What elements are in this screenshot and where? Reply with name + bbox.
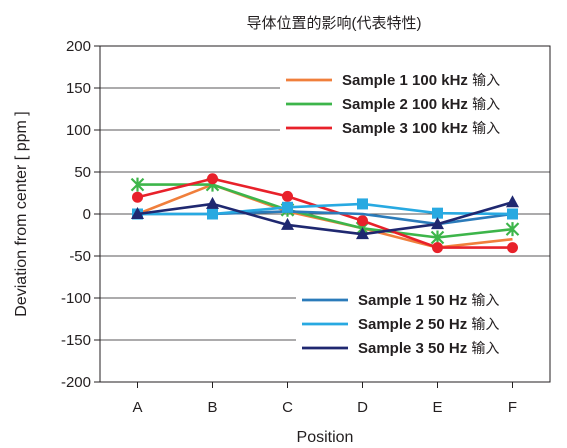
x-tick-label: E <box>432 399 442 416</box>
legend-item: Sample 3 50 Hz 输入 <box>302 340 499 357</box>
data-point <box>207 208 218 220</box>
y-tick-label: 0 <box>83 206 91 223</box>
series-1 <box>137 183 513 249</box>
series-line <box>137 177 513 249</box>
y-tick-label: -200 <box>61 374 91 391</box>
chart-title: 导体位置的影响(代表特性) <box>247 15 422 32</box>
legend-series-name: Sample 3 50 Hz <box>358 340 471 357</box>
data-point <box>432 207 443 219</box>
data-point <box>130 177 145 192</box>
legend-label: Sample 3 100 kHz 输入 <box>342 120 500 137</box>
legend-suffix: 输入 <box>472 96 500 112</box>
data-point <box>281 217 294 230</box>
series-line <box>137 200 513 236</box>
data-point <box>207 173 218 185</box>
legend-series-name: Sample 2 50 Hz <box>358 316 471 333</box>
series-line <box>137 202 513 216</box>
series-2 <box>130 177 520 245</box>
series-6 <box>131 195 519 240</box>
legend-item: Sample 2 50 Hz 输入 <box>302 316 499 333</box>
legend-series-name: Sample 3 100 kHz <box>342 120 472 137</box>
legend-item: Sample 1 100 kHz 输入 <box>286 72 500 89</box>
legend-item: Sample 3 100 kHz 输入 <box>286 120 500 137</box>
y-tick-label: 50 <box>74 164 91 181</box>
legend-series-name: Sample 2 100 kHz <box>342 96 472 113</box>
legend-suffix: 输入 <box>472 120 500 136</box>
data-point <box>282 190 293 202</box>
series-3 <box>132 173 518 254</box>
data-point <box>356 227 369 240</box>
x-tick-label: D <box>357 399 368 416</box>
data-point <box>432 242 443 254</box>
y-tick-label: 150 <box>66 80 91 97</box>
legend-series-name: Sample 1 50 Hz <box>358 292 471 309</box>
y-tick-label: 200 <box>66 38 91 55</box>
y-axis: 200 150 100 50 0 -50 -100 -150 -200 <box>61 38 100 391</box>
legend-label: Sample 1 100 kHz 输入 <box>342 72 500 89</box>
legend-label: Sample 2 100 kHz 输入 <box>342 96 500 113</box>
legend-label: Sample 1 50 Hz 输入 <box>358 292 499 309</box>
legend-label: Sample 2 50 Hz 输入 <box>358 316 499 333</box>
legend-suffix: 输入 <box>472 72 500 88</box>
data-point <box>132 191 143 203</box>
data-point <box>507 242 518 254</box>
legend-label: Sample 3 50 Hz 输入 <box>358 340 499 357</box>
legend-suffix: 输入 <box>471 340 499 356</box>
series-group <box>130 173 520 254</box>
y-tick-label: -150 <box>61 332 91 349</box>
data-point <box>282 201 293 213</box>
x-tick-label: C <box>282 399 293 416</box>
data-point <box>431 217 444 230</box>
legend-suffix: 输入 <box>471 292 499 308</box>
x-tick-label: A <box>132 399 142 416</box>
series-line <box>137 183 513 239</box>
y-tick-label: 100 <box>66 122 91 139</box>
legend-suffix: 输入 <box>471 316 499 332</box>
x-axis: A B C D E F <box>132 382 517 416</box>
data-point <box>507 208 518 220</box>
data-point <box>357 198 368 210</box>
x-tick-label: F <box>508 399 517 416</box>
data-point <box>357 215 368 227</box>
data-point <box>505 222 520 237</box>
legend-series-name: Sample 1 100 kHz <box>342 72 472 89</box>
y-axis-title: Deviation from center [ ppm ] <box>13 111 30 316</box>
legend-item: Sample 1 50 Hz 输入 <box>302 292 499 309</box>
series-line <box>137 183 513 249</box>
y-tick-label: -50 <box>69 248 91 265</box>
data-point <box>506 195 519 208</box>
legend-item: Sample 2 100 kHz 输入 <box>286 96 500 113</box>
data-point <box>206 196 219 209</box>
x-axis-title: Position <box>297 429 354 446</box>
x-tick-label: B <box>207 399 217 416</box>
y-tick-label: -100 <box>61 290 91 307</box>
data-point <box>131 207 144 219</box>
